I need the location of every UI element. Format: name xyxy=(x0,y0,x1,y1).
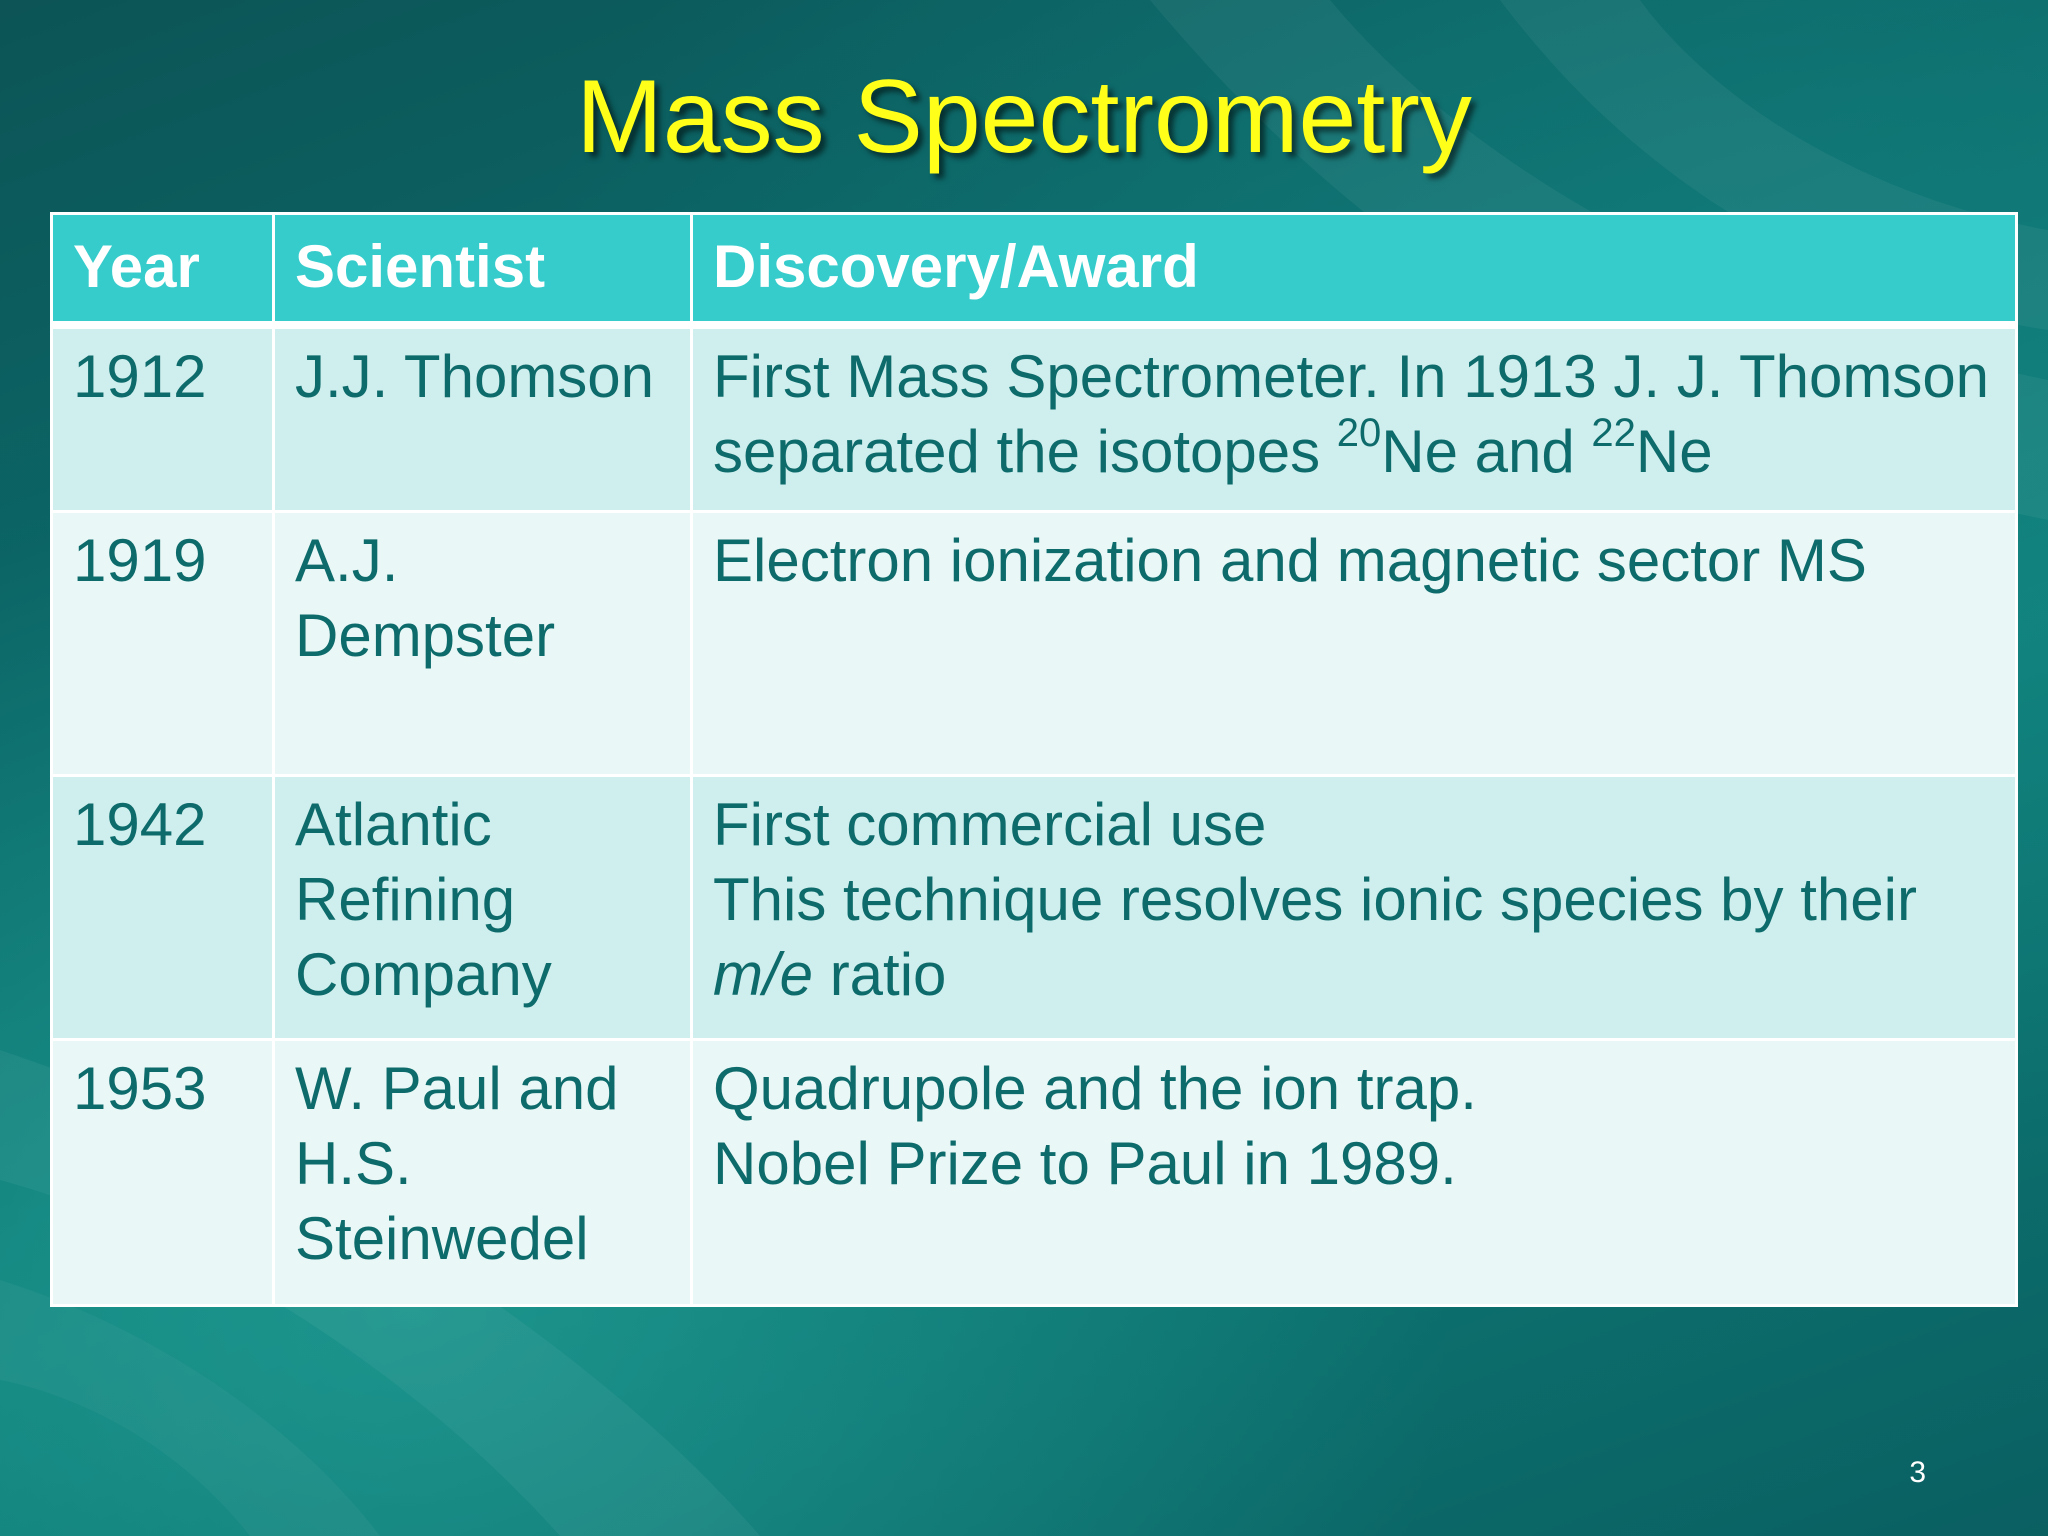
table-header-row: Year Scientist Discovery/Award xyxy=(50,212,2018,329)
cell-year: 1953 xyxy=(50,1037,275,1307)
cell-scientist: Atlantic Refining Company xyxy=(272,773,693,1041)
table-row: 1953 W. Paul and H.S. Steinwedel Quadrup… xyxy=(50,1037,2018,1307)
cell-discovery: First Mass Spectrometer. In 1913 J. J. T… xyxy=(690,323,2018,513)
cell-scientist: J.J. Thomson xyxy=(272,323,693,513)
ratio-symbol: m/e xyxy=(713,940,814,1008)
table-row: 1912 J.J. Thomson First Mass Spectromete… xyxy=(50,323,2018,513)
cell-scientist: W. Paul and H.S. Steinwedel xyxy=(272,1037,693,1307)
header-scientist: Scientist xyxy=(272,212,693,329)
cell-year: 1919 xyxy=(50,509,275,777)
cell-year: 1942 xyxy=(50,773,275,1041)
cell-scientist: A.J. Dempster xyxy=(272,509,693,777)
header-year: Year xyxy=(50,212,275,329)
table-row: 1942 Atlantic Refining Company First com… xyxy=(50,773,2018,1041)
discovery-line: First commercial use xyxy=(713,790,1267,858)
isotope-mass-number: 20 xyxy=(1336,411,1382,455)
header-discovery: Discovery/Award xyxy=(690,212,2018,329)
discovery-line: Quadrupole and the ion trap. xyxy=(713,1054,1477,1122)
history-table: Year Scientist Discovery/Award 1912 J.J.… xyxy=(50,212,2018,1307)
discovery-text: Ne and xyxy=(1381,418,1592,485)
cell-discovery: Quadrupole and the ion trap. Nobel Prize … xyxy=(690,1037,2018,1307)
page-number: 3 xyxy=(1909,1456,1926,1489)
cell-year: 1912 xyxy=(50,323,275,513)
cell-discovery: Electron ionization and magnetic sector … xyxy=(690,509,2018,777)
discovery-line: Nobel Prize to Paul in 1989. xyxy=(713,1129,1457,1197)
table-row: 1919 A.J. Dempster Electron ionization a… xyxy=(50,509,2018,777)
discovery-line: This technique resolves ionic species by… xyxy=(713,865,1917,933)
discovery-line: m/e ratio xyxy=(713,937,1995,1012)
discovery-text: First Mass Spectrometer. In 1913 J. J. T… xyxy=(713,343,1990,485)
isotope-mass-number: 22 xyxy=(1591,411,1636,455)
slide-title: Mass Spectrometry xyxy=(576,59,1472,175)
discovery-text: ratio xyxy=(813,940,947,1008)
discovery-text: Ne xyxy=(1635,418,1713,485)
cell-discovery: First commercial use This technique resol… xyxy=(690,773,2018,1041)
